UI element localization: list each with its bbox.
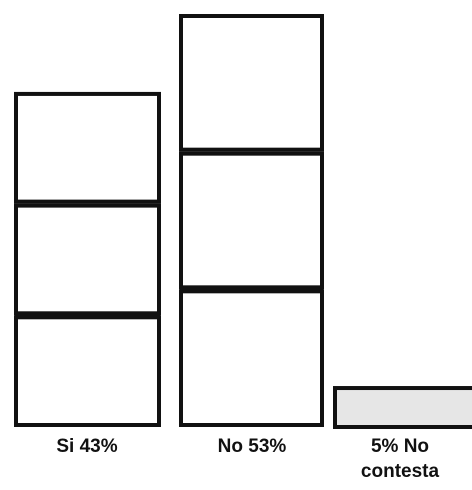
bar-label: 5% No contesta <box>361 436 440 482</box>
bar-label-line: Si 43% <box>56 436 117 457</box>
bar-no-contesta <box>333 386 472 430</box>
bar-si-segment <box>14 203 161 316</box>
bar-no-segment <box>179 151 324 290</box>
bar-label-line: contesta <box>361 461 440 482</box>
bar-si-segment <box>14 91 161 204</box>
bar-label: Si 43% <box>56 436 117 457</box>
bar-no-segment <box>179 14 324 152</box>
bar-si-segment <box>14 315 161 427</box>
bar-label-line: No 53% <box>218 436 287 457</box>
bar-label-line: 5% No <box>371 436 429 457</box>
bar-label: No 53% <box>218 436 287 457</box>
bar-no-segment <box>179 289 324 428</box>
